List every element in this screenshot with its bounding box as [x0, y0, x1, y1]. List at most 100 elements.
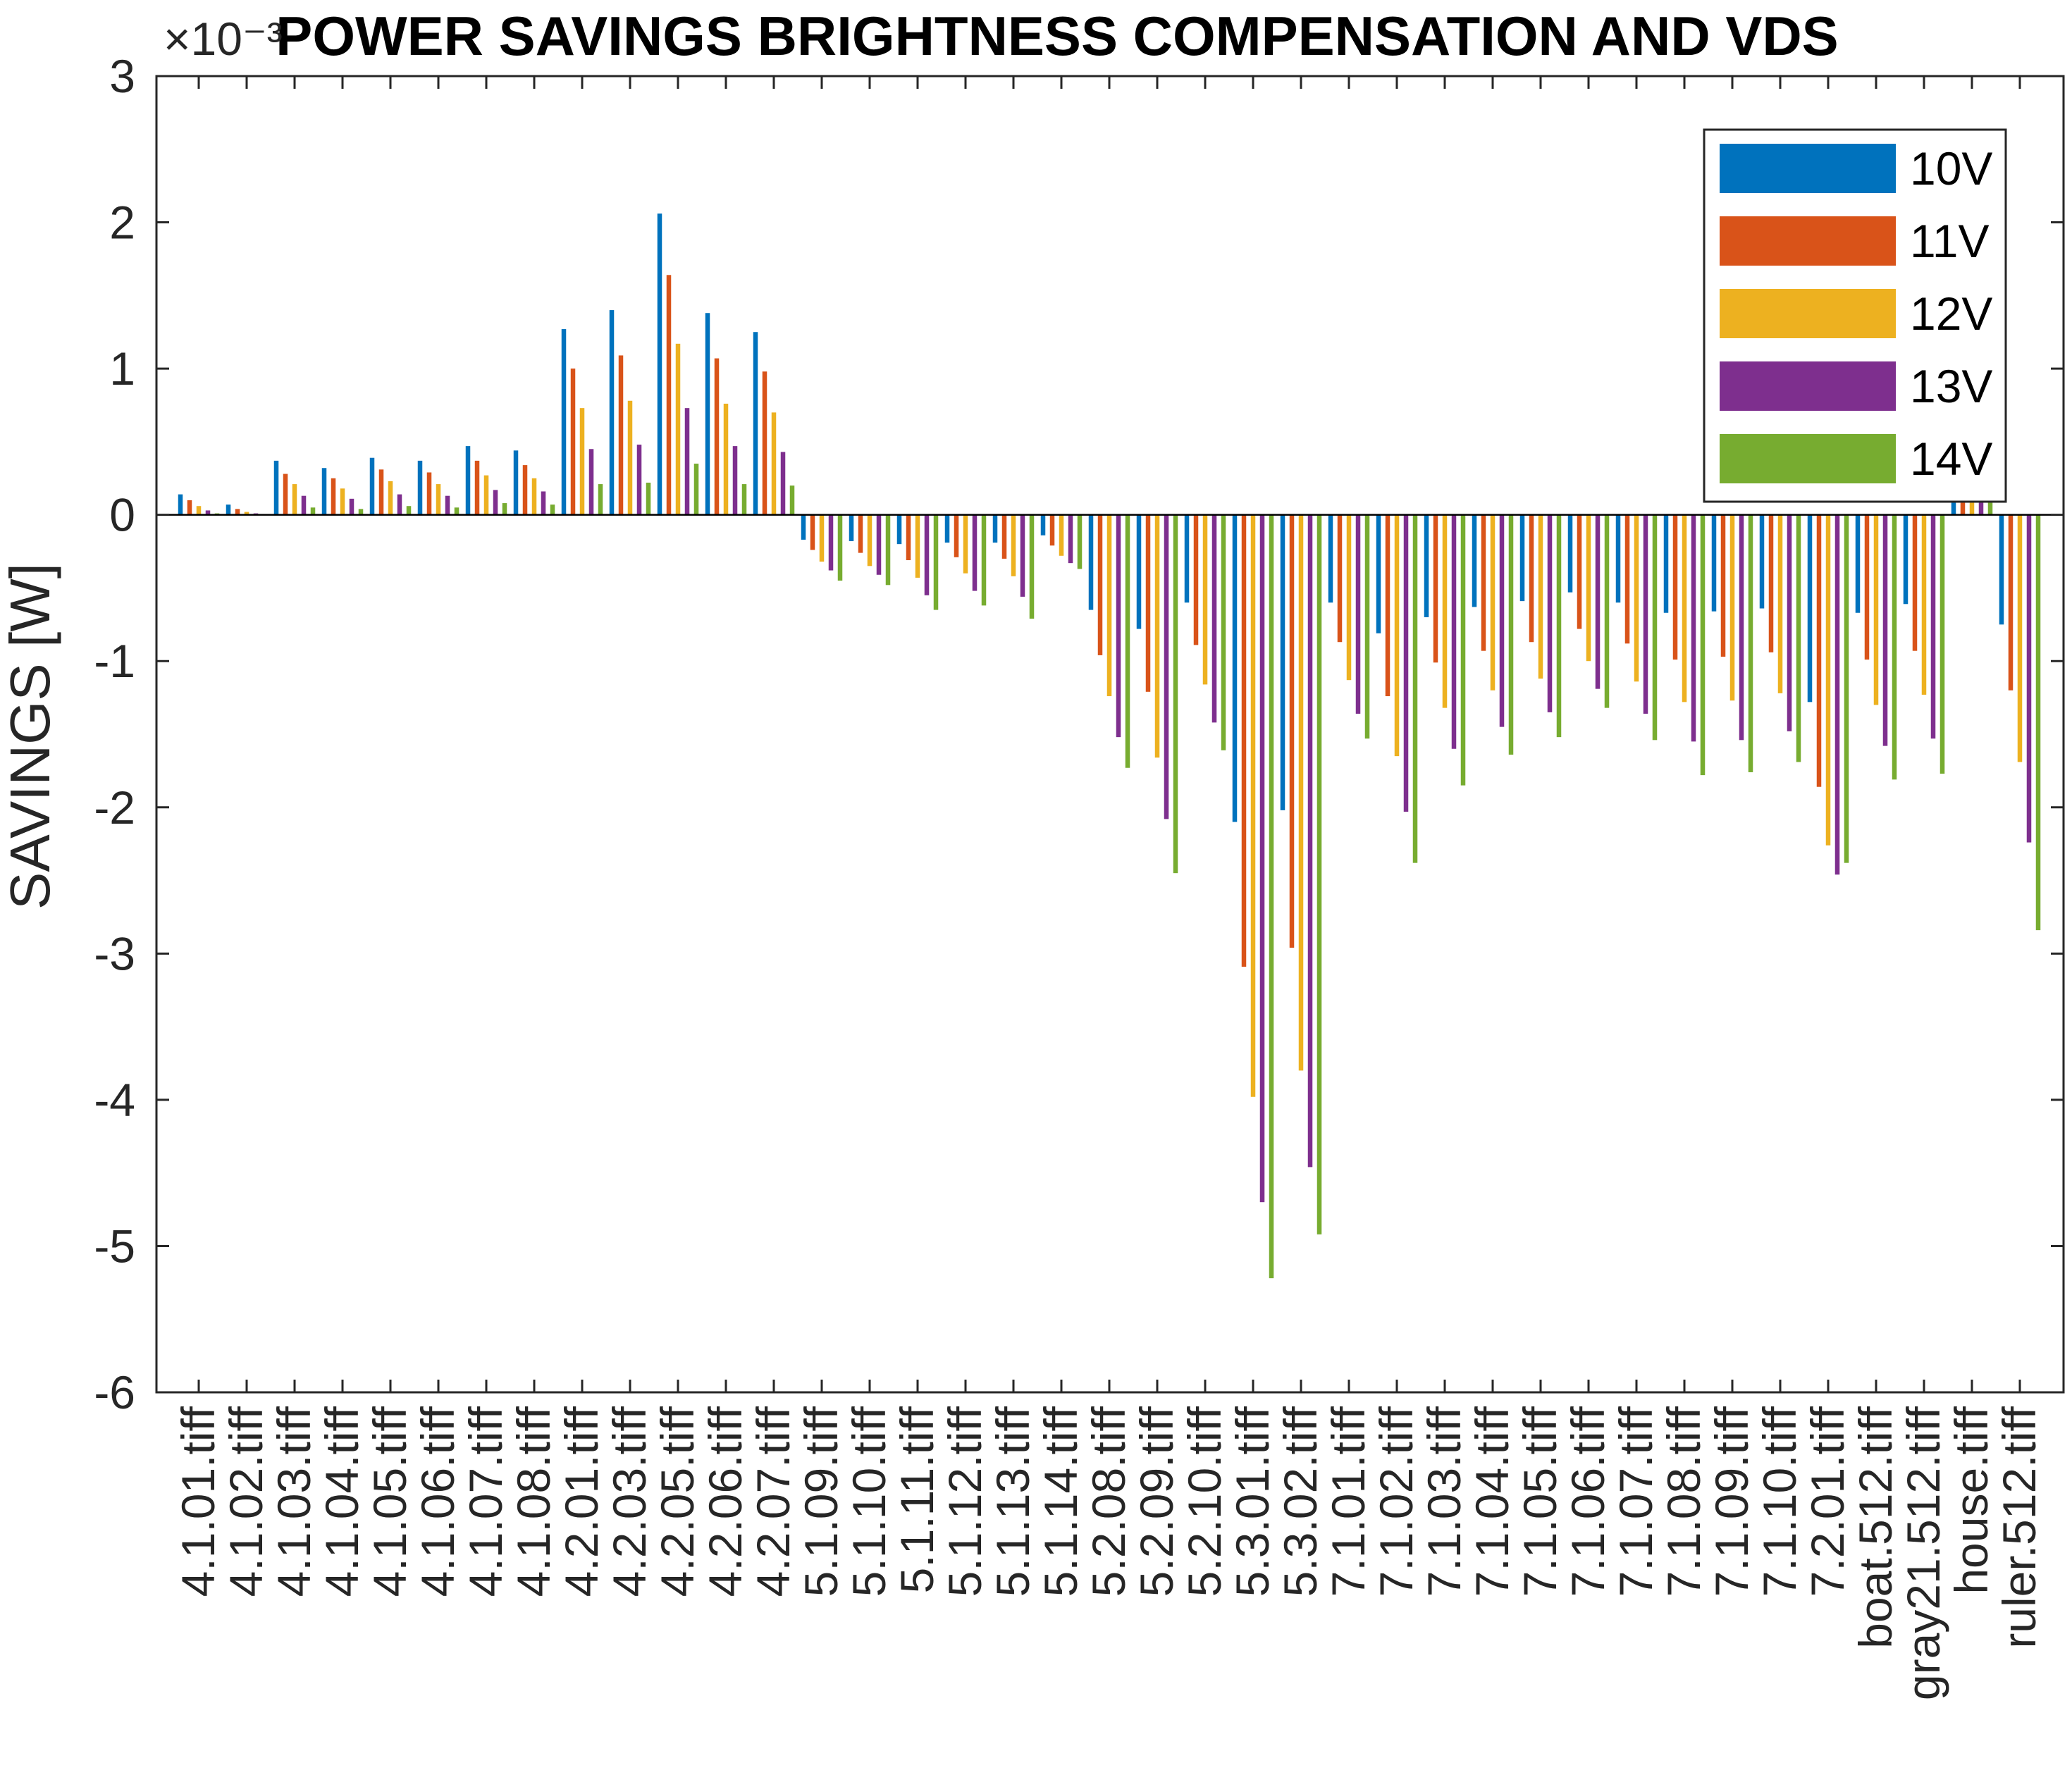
bars-group [178, 213, 2041, 1279]
bar [1787, 514, 1792, 731]
bar [2035, 514, 2041, 931]
bar [2017, 514, 2023, 762]
x-tick-label: 4.2.03.tiff [603, 1406, 655, 1597]
x-tick-label: gray21.512.tiff [1897, 1406, 1949, 1700]
bar [1604, 514, 1610, 708]
bar [723, 403, 729, 515]
bar [1586, 514, 1591, 662]
bar [1077, 514, 1083, 569]
bar [1711, 514, 1717, 612]
bar [1394, 514, 1400, 757]
bar [876, 514, 882, 575]
bar [1663, 514, 1669, 613]
bar [1259, 514, 1265, 1203]
bar [1029, 514, 1035, 619]
x-tick-label: 4.1.07.tiff [460, 1406, 512, 1597]
bar [1892, 514, 1897, 780]
bar [1903, 514, 1908, 605]
x-tick-label: 5.1.10.tiff [843, 1406, 895, 1597]
bar [187, 500, 192, 515]
bar [531, 478, 537, 515]
bar [1241, 514, 1247, 967]
bar [1184, 514, 1190, 603]
bar [666, 275, 672, 515]
bar [1289, 514, 1295, 948]
bar [1364, 514, 1370, 739]
bar [1519, 514, 1525, 602]
x-tick-label: 5.1.11.tiff [891, 1406, 943, 1593]
x-tick-label: 7.1.03.tiff [1418, 1406, 1470, 1597]
bar [1538, 514, 1543, 679]
bar [1232, 514, 1238, 822]
bar [780, 452, 786, 515]
bar [1834, 514, 1840, 875]
bar [1960, 500, 1966, 515]
bar [1577, 514, 1582, 629]
bar [714, 358, 720, 515]
bar [1720, 514, 1726, 657]
bar [1547, 514, 1553, 712]
bar [1969, 500, 1975, 515]
bar [1739, 514, 1744, 741]
bar [358, 509, 364, 515]
legend: 10V 11V 12V 13V 14V [1703, 128, 2007, 503]
bar [1316, 514, 1322, 1234]
bar [1864, 514, 1870, 660]
bar [1672, 514, 1678, 660]
bar [283, 473, 288, 515]
bar [235, 509, 240, 515]
bar [1940, 514, 1945, 774]
bar [849, 514, 854, 542]
bar [1020, 514, 1025, 597]
bar [705, 313, 710, 515]
bar [1930, 514, 1936, 739]
legend-swatch [1720, 361, 1896, 411]
bar [741, 484, 747, 515]
x-tick-label: 7.1.02.tiff [1370, 1406, 1422, 1597]
x-tick-label: 7.1.05.tiff [1514, 1406, 1566, 1597]
bar [636, 445, 642, 515]
bar [1682, 514, 1687, 702]
bar [1001, 514, 1007, 559]
bar [1154, 514, 1160, 758]
bar [570, 369, 576, 515]
x-tick-label: 7.1.01.tiff [1322, 1406, 1374, 1597]
legend-label: 13V [1910, 360, 1992, 412]
bar [454, 507, 460, 515]
y-tick-label: -4 [94, 1074, 135, 1126]
bar [963, 514, 968, 574]
bar [561, 329, 567, 515]
bar [1307, 514, 1313, 1168]
x-tick-label: 4.1.06.tiff [412, 1406, 464, 1597]
bar [417, 460, 423, 515]
x-tick-label: 4.1.04.tiff [316, 1406, 368, 1597]
bar [1221, 514, 1226, 750]
bar [1873, 514, 1879, 705]
bar [1433, 514, 1438, 663]
bar [1508, 514, 1514, 755]
bar [369, 457, 375, 515]
x-tick-label: 5.2.08.tiff [1083, 1406, 1135, 1597]
bar [1355, 514, 1361, 714]
bar [502, 503, 507, 515]
legend-swatch [1720, 289, 1896, 338]
bar [1059, 514, 1064, 556]
bar [1999, 514, 2004, 625]
y-tick-label: 3 [109, 50, 135, 102]
bar [301, 495, 307, 515]
bar [2026, 514, 2032, 843]
bar [1921, 514, 1927, 695]
y-tick-label: -5 [94, 1220, 135, 1272]
x-tick-label: 5.1.13.tiff [987, 1406, 1039, 1597]
y-tick-label: -3 [94, 927, 135, 979]
bar [906, 514, 911, 561]
bar [1202, 514, 1208, 685]
bar [819, 514, 825, 562]
bar [732, 446, 738, 515]
bar [1040, 514, 1046, 536]
bar [627, 400, 633, 515]
bar [196, 506, 202, 515]
bar [244, 512, 249, 515]
bar [349, 498, 354, 515]
bar [1211, 514, 1217, 723]
